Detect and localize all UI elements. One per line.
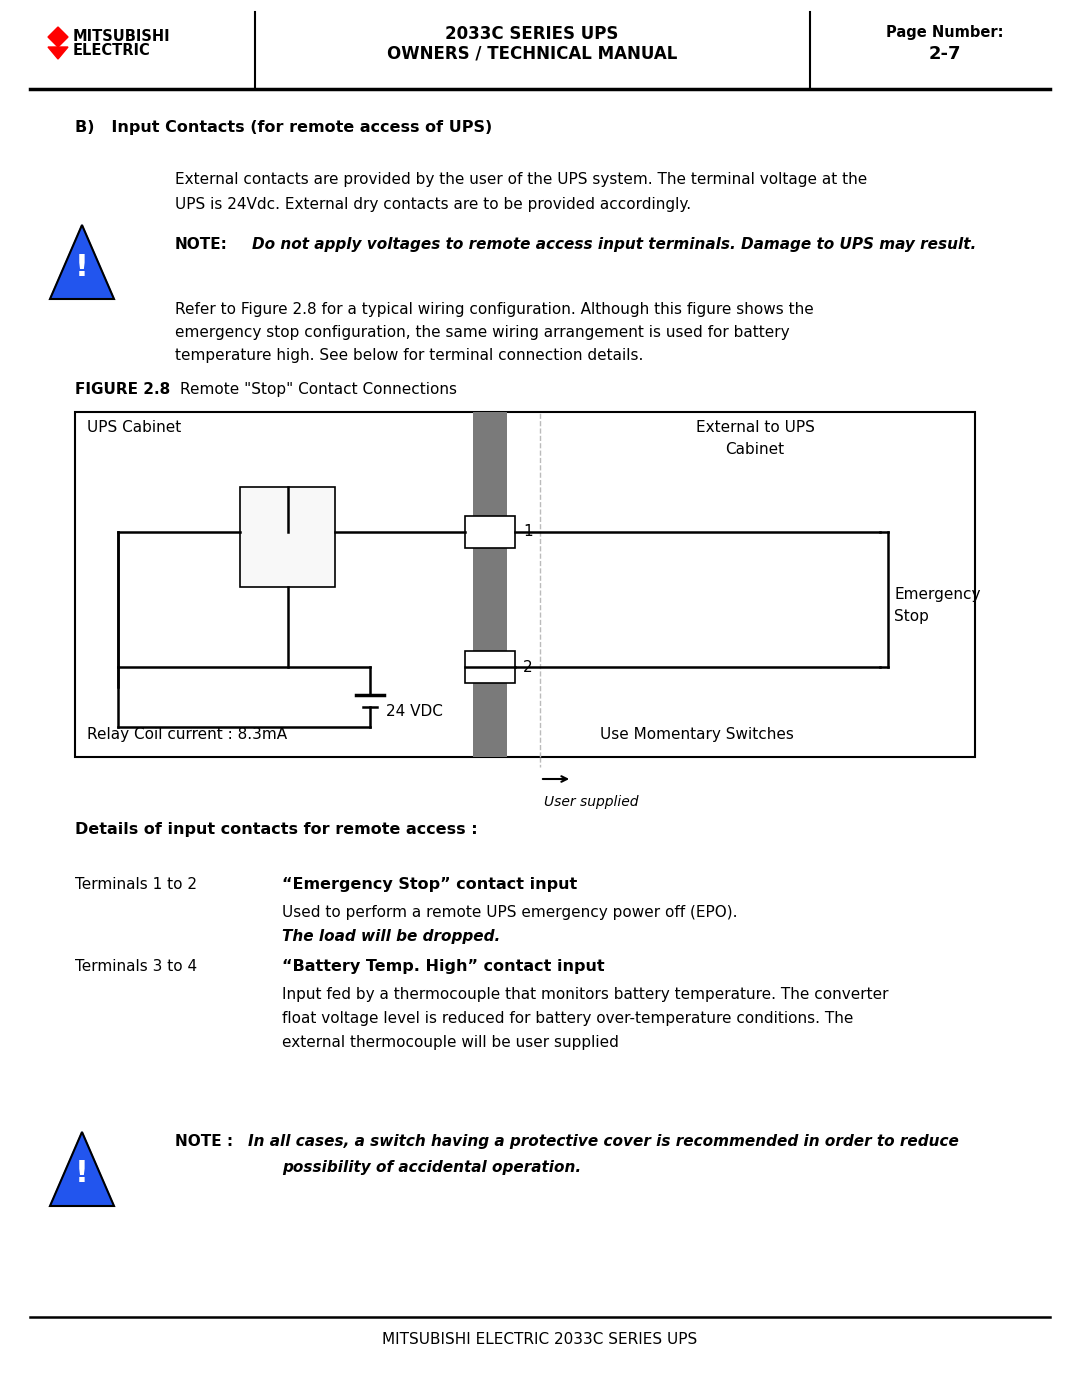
Polygon shape [50,1132,114,1206]
Text: Do not apply voltages to remote access input terminals. Damage to UPS may result: Do not apply voltages to remote access i… [252,237,976,251]
Text: Coil: Coil [273,529,301,543]
Text: “Emergency Stop” contact input: “Emergency Stop” contact input [282,877,577,893]
Text: Terminals 3 to 4: Terminals 3 to 4 [75,958,198,974]
Text: 2: 2 [523,659,532,675]
Text: External to UPS: External to UPS [696,420,814,434]
Polygon shape [48,27,68,47]
Text: MITSUBISHI ELECTRIC 2033C SERIES UPS: MITSUBISHI ELECTRIC 2033C SERIES UPS [382,1331,698,1347]
Text: FIGURE 2.8: FIGURE 2.8 [75,381,171,397]
Text: external thermocouple will be user supplied: external thermocouple will be user suppl… [282,1035,619,1051]
Polygon shape [48,47,68,59]
Text: ELECTRIC: ELECTRIC [73,43,151,59]
Text: User supplied: User supplied [544,795,638,809]
Text: The load will be dropped.: The load will be dropped. [282,929,500,944]
Text: Relay Coil current : 8.3mA: Relay Coil current : 8.3mA [87,728,287,742]
Text: Refer to Figure 2.8 for a typical wiring configuration. Although this figure sho: Refer to Figure 2.8 for a typical wiring… [175,302,813,317]
Text: In all cases, a switch having a protective cover is recommended in order to redu: In all cases, a switch having a protecti… [248,1134,959,1148]
Text: UPS is 24Vdc. External dry contacts are to be provided accordingly.: UPS is 24Vdc. External dry contacts are … [175,197,691,212]
Text: MITSUBISHI: MITSUBISHI [73,29,171,43]
Text: Terminals 1 to 2: Terminals 1 to 2 [75,877,197,893]
Text: Stop: Stop [894,609,929,624]
Text: 2033C SERIES UPS: 2033C SERIES UPS [445,25,619,43]
Text: 24 VDC: 24 VDC [386,704,443,718]
Text: Remote "Stop" Contact Connections: Remote "Stop" Contact Connections [180,381,457,397]
Text: temperature high. See below for terminal connection details.: temperature high. See below for terminal… [175,348,644,363]
Bar [75,412,975,757]
Text: !: ! [76,253,89,282]
Text: Input fed by a thermocouple that monitors battery temperature. The converter: Input fed by a thermocouple that monitor… [282,988,889,1002]
Text: Cabinet: Cabinet [726,441,784,457]
Text: “Battery Temp. High” contact input: “Battery Temp. High” contact input [282,958,605,974]
Text: Page Number:: Page Number: [887,25,1003,41]
Text: possibility of accidental operation.: possibility of accidental operation. [282,1160,581,1175]
Bar [240,488,335,587]
Text: OWNERS / TECHNICAL MANUAL: OWNERS / TECHNICAL MANUAL [387,45,677,63]
Text: NOTE:: NOTE: [175,237,228,251]
Text: Used to perform a remote UPS emergency power off (EPO).: Used to perform a remote UPS emergency p… [282,905,738,921]
Text: emergency stop configuration, the same wiring arrangement is used for battery: emergency stop configuration, the same w… [175,326,789,339]
Text: Emergency: Emergency [894,587,981,602]
Text: float voltage level is reduced for battery over-temperature conditions. The: float voltage level is reduced for batte… [282,1011,853,1025]
Bar [465,651,515,683]
Text: External contacts are provided by the user of the UPS system. The terminal volta: External contacts are provided by the us… [175,172,867,187]
Text: Use Momentary Switches: Use Momentary Switches [600,728,794,742]
Text: 2-7: 2-7 [929,45,961,63]
Bar [465,515,515,548]
Text: 1: 1 [523,524,532,539]
Text: Details of input contacts for remote access :: Details of input contacts for remote acc… [75,821,477,837]
Text: B)   Input Contacts (for remote access of UPS): B) Input Contacts (for remote access of … [75,120,492,136]
Text: !: ! [76,1160,89,1189]
Polygon shape [50,225,114,299]
Text: NOTE :: NOTE : [175,1134,233,1148]
Bar [473,412,507,757]
Text: Relay: Relay [267,507,309,522]
Text: UPS Cabinet: UPS Cabinet [87,420,181,434]
